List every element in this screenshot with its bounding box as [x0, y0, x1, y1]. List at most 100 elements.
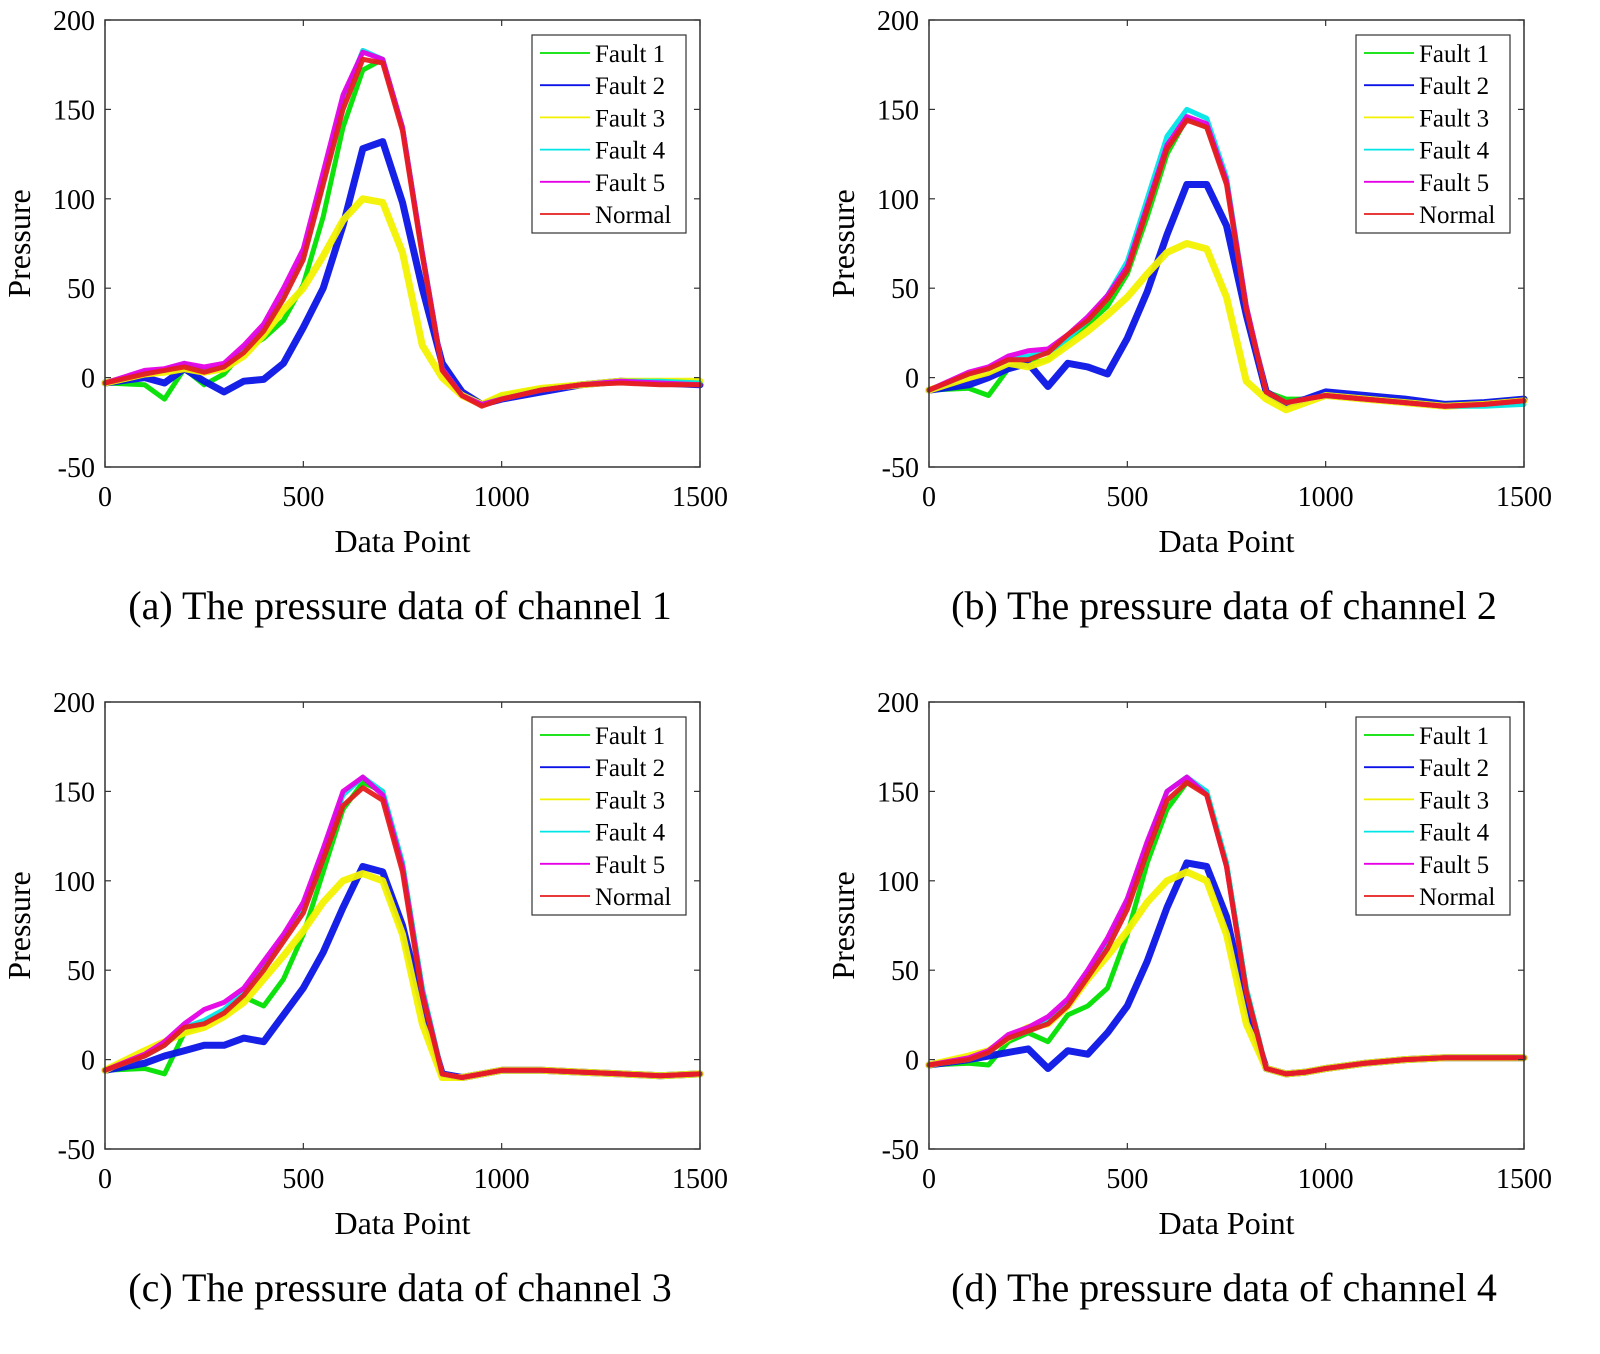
axes-frame — [928, 701, 1525, 1150]
x-tick-label: 1500 — [1496, 482, 1552, 513]
y-tick-label: 150 — [877, 777, 919, 808]
y-tick-label: 0 — [905, 364, 919, 395]
chart-caption: (c) The pressure data of channel 3 — [128, 1265, 672, 1310]
chart-panel-c: -50 0 50 100 150 200 0 500 1000 1500 Data Point Pre… — [0, 682, 800, 1354]
legend-box — [531, 34, 687, 234]
y-axis-label: Pressure — [1, 189, 37, 297]
series-line-normal — [102, 785, 703, 1080]
series-group — [925, 774, 1528, 1078]
axes-frame — [104, 701, 701, 1150]
legend-label: Fault 1 — [595, 41, 665, 68]
legend-label: Fault 1 — [1419, 723, 1489, 750]
x-tick-label: 1500 — [1496, 1164, 1552, 1195]
legend-box — [1355, 34, 1511, 234]
x-tick-label: 500 — [1106, 482, 1148, 513]
series-group — [925, 106, 1528, 414]
x-tick-label: 1500 — [672, 1164, 728, 1195]
y-tick-label: 200 — [877, 6, 919, 37]
y-tick-label: -50 — [882, 1135, 919, 1166]
y-tick-label: 150 — [877, 95, 919, 126]
x-tick-label: 0 — [98, 1164, 112, 1195]
legend-label: Fault 2 — [1419, 73, 1489, 100]
chart-panel-a: -50 0 50 100 150 200 0 500 1000 1500 Data Point Pre… — [0, 0, 800, 672]
legend-box — [1355, 716, 1511, 916]
y-tick-label: 0 — [905, 1046, 919, 1077]
y-tick-label: 200 — [877, 688, 919, 719]
legend-label: Normal — [1419, 202, 1495, 229]
legend-label: Fault 4 — [595, 820, 666, 847]
y-tick-label: 0 — [81, 364, 95, 395]
y-axis-label: Pressure — [825, 871, 861, 979]
series-group — [101, 47, 704, 409]
x-tick-label: 500 — [1106, 1164, 1148, 1195]
chart-caption: (d) The pressure data of channel 4 — [951, 1265, 1497, 1310]
legend-label: Fault 5 — [595, 852, 665, 879]
y-tick-label: 0 — [81, 1046, 95, 1077]
legend-label: Fault 3 — [595, 105, 665, 132]
y-tick-label: 50 — [67, 956, 95, 987]
series-line-fault-3 — [925, 240, 1528, 414]
legend-label: Fault 4 — [1419, 138, 1490, 165]
legend-label: Fault 1 — [1419, 41, 1489, 68]
x-tick-label: 1000 — [474, 482, 530, 513]
axes-frame — [928, 19, 1525, 468]
series-line-normal — [926, 780, 1527, 1077]
y-axis-label: Pressure — [1, 871, 37, 979]
y-tick-label: -50 — [58, 1135, 95, 1166]
x-tick-label: 500 — [282, 1164, 324, 1195]
legend-label: Normal — [1419, 884, 1495, 911]
y-tick-label: 200 — [53, 688, 95, 719]
legend-label: Fault 3 — [595, 787, 665, 814]
series-group — [101, 774, 704, 1081]
y-tick-label: 100 — [877, 867, 919, 898]
legend-label: Normal — [595, 202, 671, 229]
legend-label: Fault 3 — [1419, 105, 1489, 132]
chart-caption: (a) The pressure data of channel 1 — [128, 583, 672, 628]
x-tick-label: 0 — [922, 482, 936, 513]
chart-panel-d: -50 0 50 100 150 200 0 500 1000 1500 Data Point Pre… — [824, 682, 1600, 1354]
x-tick-label: 0 — [922, 1164, 936, 1195]
y-tick-label: 100 — [53, 867, 95, 898]
x-tick-label: 0 — [98, 482, 112, 513]
legend-label: Fault 4 — [595, 138, 666, 165]
x-tick-label: 500 — [282, 482, 324, 513]
y-tick-label: 150 — [53, 95, 95, 126]
chart-caption: (b) The pressure data of channel 2 — [951, 583, 1497, 628]
y-axis-label: Pressure — [825, 189, 861, 297]
y-tick-label: 50 — [67, 274, 95, 305]
legend-label: Normal — [595, 884, 671, 911]
legend-label: Fault 4 — [1419, 820, 1490, 847]
legend-label: Fault 5 — [1419, 852, 1489, 879]
series-line-normal — [102, 56, 703, 409]
legend-label: Fault 5 — [595, 170, 665, 197]
legend-label: Fault 2 — [595, 755, 665, 782]
legend-box — [531, 716, 687, 916]
x-tick-label: 1000 — [1298, 482, 1354, 513]
chart-panel-b: -50 0 50 100 150 200 0 500 1000 1500 Data Point Pre… — [824, 0, 1600, 672]
x-tick-label: 1000 — [474, 1164, 530, 1195]
y-tick-label: 150 — [53, 777, 95, 808]
series-line-normal — [926, 117, 1527, 409]
y-tick-label: 100 — [877, 185, 919, 216]
x-axis-label: Data Point — [335, 523, 471, 559]
y-tick-label: 200 — [53, 6, 95, 37]
y-tick-label: 50 — [891, 274, 919, 305]
x-axis-label: Data Point — [1159, 523, 1295, 559]
legend-label: Fault 2 — [595, 73, 665, 100]
x-axis-label: Data Point — [1159, 1205, 1295, 1241]
y-tick-label: 50 — [891, 956, 919, 987]
legend-label: Fault 3 — [1419, 787, 1489, 814]
legend-label: Fault 1 — [595, 723, 665, 750]
x-tick-label: 1500 — [672, 482, 728, 513]
x-axis-label: Data Point — [335, 1205, 471, 1241]
axes-frame — [104, 19, 701, 468]
y-tick-label: -50 — [882, 453, 919, 484]
legend-label: Fault 2 — [1419, 755, 1489, 782]
legend-label: Fault 5 — [1419, 170, 1489, 197]
y-tick-label: -50 — [58, 453, 95, 484]
y-tick-label: 100 — [53, 185, 95, 216]
